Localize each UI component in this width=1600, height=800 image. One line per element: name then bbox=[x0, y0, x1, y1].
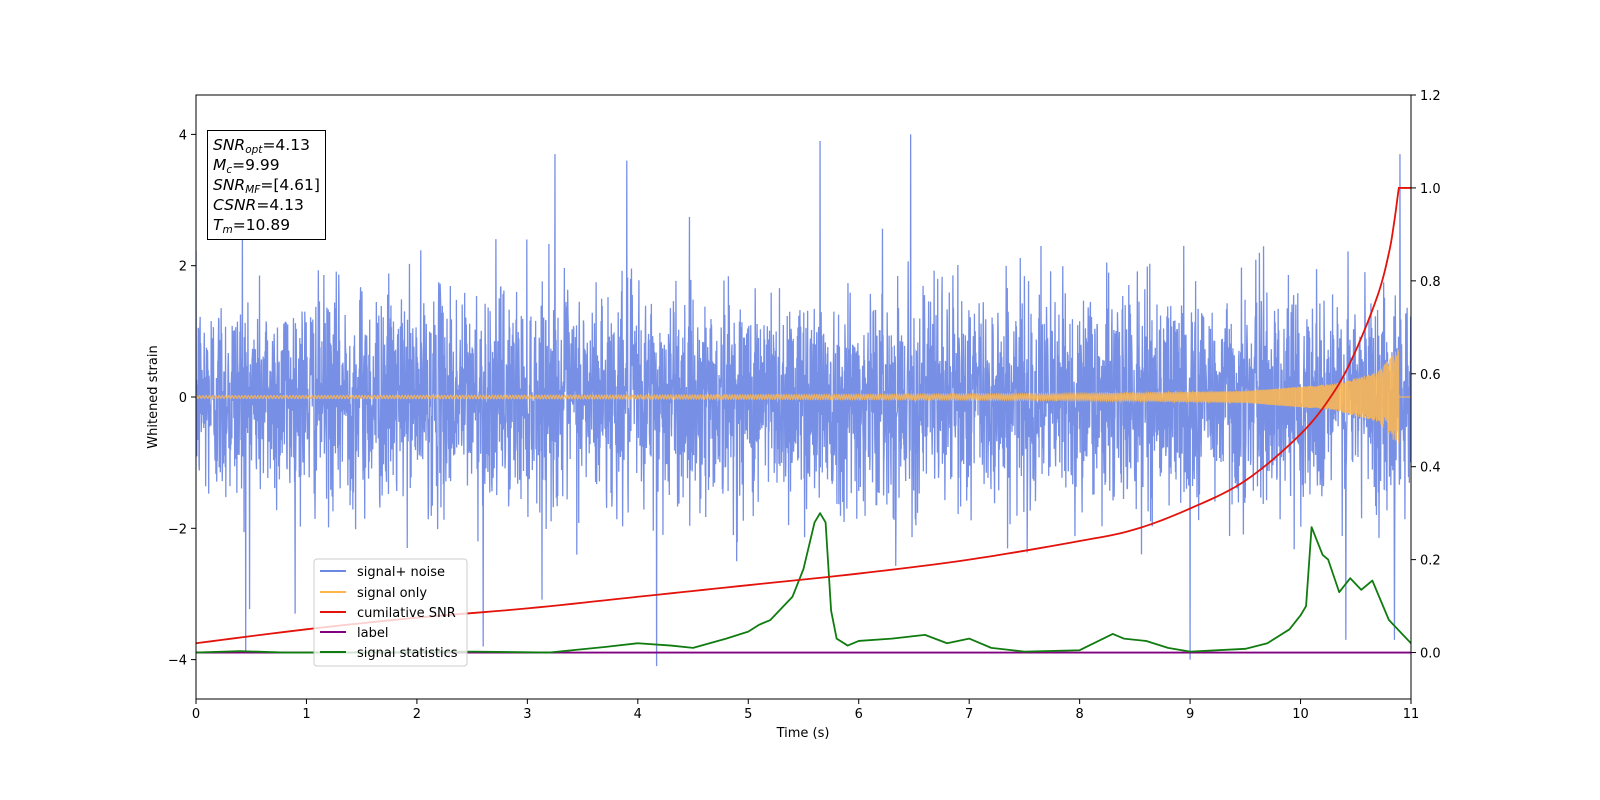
x-axis-label: Time (s) bbox=[776, 726, 830, 741]
signal-only-line bbox=[196, 349, 1411, 444]
y-left-tick-label: 0 bbox=[179, 391, 187, 406]
x-tick-label: 4 bbox=[634, 707, 642, 722]
series-cumulative-snr bbox=[196, 187, 1411, 645]
x-tick-label: 11 bbox=[1403, 707, 1420, 722]
x-tick-label: 2 bbox=[413, 707, 421, 722]
y-axis-right: 0.0 0.2 0.4 0.6 0.8 1.0 1.2 bbox=[1411, 89, 1441, 662]
legend: signal+ noise signal only cumilative SNR… bbox=[313, 558, 468, 667]
series-signal-statistics bbox=[196, 512, 1411, 654]
legend-label-signal-statistics: signal statistics bbox=[357, 646, 458, 661]
annotation-snr-mf: SNRMF=[4.61] bbox=[213, 176, 320, 196]
y-axis-label: Whitened strain bbox=[146, 345, 161, 448]
x-tick-label: 7 bbox=[965, 707, 973, 722]
legend-box bbox=[313, 558, 468, 667]
y-axis-left: −4 −2 0 2 4 bbox=[168, 128, 196, 669]
y-right-tick-label: 0.2 bbox=[1420, 554, 1441, 569]
x-tick-label: 3 bbox=[523, 707, 531, 722]
x-tick-label: 5 bbox=[744, 707, 752, 722]
x-tick-label: 1 bbox=[302, 707, 310, 722]
annotation-mc: Mc=9.99 bbox=[213, 156, 280, 176]
legend-label-label: label bbox=[357, 626, 388, 641]
y-right-tick-label: 0.0 bbox=[1420, 647, 1441, 662]
x-tick-label: 0 bbox=[192, 707, 200, 722]
x-tick-label: 9 bbox=[1186, 707, 1194, 722]
annotation-tm: Tm=10.89 bbox=[213, 216, 291, 236]
legend-label-cumulative-snr: cumilative SNR bbox=[357, 606, 456, 621]
y-right-tick-label: 0.4 bbox=[1420, 461, 1441, 476]
info-annotation-box: SNRopt=4.13 Mc=9.99 SNRMF=[4.61] CSNR=4.… bbox=[207, 130, 326, 240]
y-left-tick-label: 2 bbox=[179, 260, 187, 275]
y-right-tick-label: 0.8 bbox=[1420, 275, 1441, 290]
x-tick-label: 6 bbox=[855, 707, 863, 722]
y-left-tick-label: −2 bbox=[168, 522, 187, 537]
legend-label-signal-only: signal only bbox=[357, 586, 427, 601]
signal-statistics-line bbox=[196, 512, 1411, 654]
x-tick-label: 10 bbox=[1292, 707, 1309, 722]
y-right-tick-label: 0.6 bbox=[1420, 368, 1441, 383]
x-axis: 0 1 2 3 4 5 6 7 8 9 10 11 bbox=[192, 699, 1419, 722]
y-right-tick-label: 1.0 bbox=[1420, 182, 1441, 197]
y-left-tick-label: 4 bbox=[179, 128, 187, 143]
legend-label-signal-noise: signal+ noise bbox=[357, 565, 445, 580]
series-signal-only bbox=[196, 349, 1411, 444]
annotation-snr-opt: SNRopt=4.13 bbox=[213, 136, 310, 156]
y-right-tick-label: 1.2 bbox=[1420, 89, 1441, 104]
y-left-tick-label: −4 bbox=[168, 654, 187, 669]
annotation-csnr: CSNR=4.13 bbox=[213, 196, 304, 214]
cumulative-snr-line bbox=[196, 187, 1411, 645]
x-tick-label: 8 bbox=[1075, 707, 1083, 722]
